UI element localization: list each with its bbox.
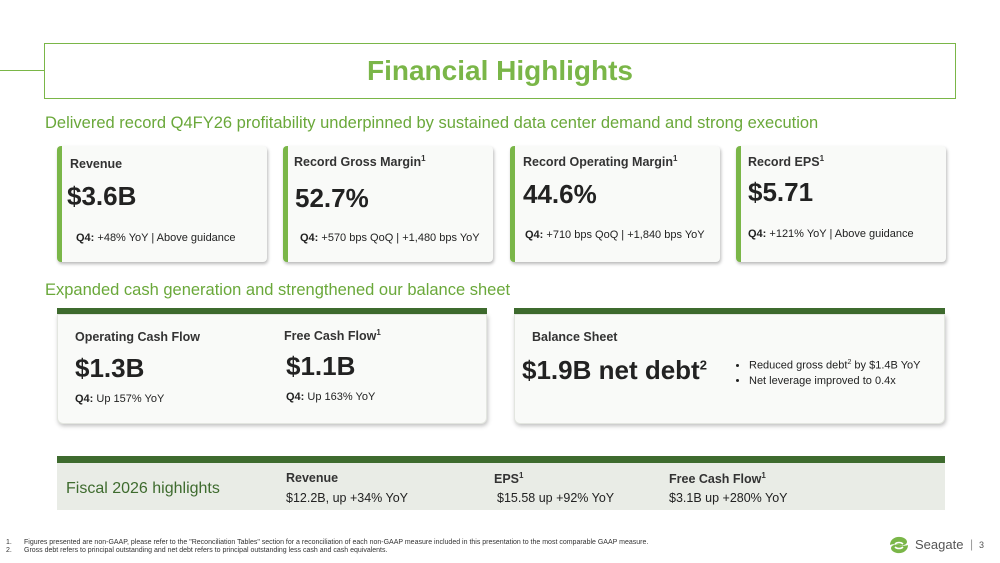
fy-fcf-value: $3.1B up +280% YoY [669, 491, 788, 505]
bullet-net-leverage: Net leverage improved to 0.4x [749, 374, 959, 389]
fy-eps-label: EPS1 [494, 471, 524, 487]
kpi-value: $3.6B [67, 181, 137, 211]
seagate-swirl-icon [886, 532, 912, 558]
ocf-value: $1.3B [75, 353, 145, 383]
footnote-2: 2. Gross debt refers to principal outstan… [6, 547, 388, 554]
brand-name: Seagate [915, 537, 964, 552]
kpi-value: 52.7% [295, 183, 369, 213]
footnotes: 1. Figures presented are non-GAAP, please… [6, 539, 876, 554]
title-box: Financial Highlights [44, 43, 956, 99]
kpi-label: Record Operating Margin1 [523, 154, 678, 170]
section-subtitle-cash: Expanded cash generation and strengthene… [45, 281, 511, 299]
fy-eps-value: $15.58 up +92% YoY [497, 491, 615, 505]
kpi-label: Record EPS1 [748, 154, 825, 170]
section-subtitle-profitability: Delivered record Q4FY26 profitability un… [45, 114, 819, 132]
kpi-card-eps: Record EPS1 $5.71 Q4: +121% YoY | Above … [736, 146, 946, 262]
kpi-note: Q4: +570 bps QoQ | +1,480 bps YoY [300, 232, 480, 244]
fy-fcf-label: Free Cash Flow1 [669, 471, 766, 487]
net-debt-value: $1.9B net debt2 [522, 355, 707, 385]
kpi-label: Revenue [70, 157, 123, 171]
fiscal-highlights-band: Fiscal 2026 highlights Revenue $12.2B, u… [57, 456, 945, 510]
bullet-gross-debt: Reduced gross debt2 by $1.4B YoY [749, 355, 959, 374]
balance-bullets: Reduced gross debt2 by $1.4B YoY Net lev… [733, 355, 959, 389]
page-title: Financial Highlights [366, 55, 633, 86]
fcf-value: $1.1B [286, 351, 356, 381]
ocf-note: Q4: Up 157% YoY [75, 393, 165, 405]
fcf-label: Free Cash Flow1 [284, 328, 381, 344]
panel-header-bar [514, 308, 945, 314]
footnote-1: 1. Figures presented are non-GAAP, please… [6, 539, 649, 546]
balance-label: Balance Sheet [532, 330, 618, 344]
kpi-card-gross-margin: Record Gross Margin1 52.7% Q4: +570 bps … [283, 146, 493, 262]
kpi-value: $5.71 [748, 177, 814, 207]
kpi-note: Q4: +48% YoY | Above guidance [76, 232, 236, 244]
balance-sheet-panel: Balance Sheet $1.9B net debt2 Reduced gr… [514, 308, 945, 424]
kpi-card-operating-margin: Record Operating Margin1 44.6% Q4: +710 … [510, 146, 720, 262]
separator: | [970, 537, 974, 551]
kpi-card-revenue: Revenue $3.6B Q4: +48% YoY | Above guida… [57, 146, 267, 262]
fy-revenue-value: $12.2B, up +34% YoY [286, 491, 408, 505]
kpi-label: Record Gross Margin1 [294, 154, 426, 170]
cash-flow-panel: Operating Cash Flow $1.3B Q4: Up 157% Yo… [57, 308, 487, 424]
page-number: 3 [979, 540, 985, 550]
title-accent-line [0, 70, 45, 71]
kpi-value: 44.6% [523, 179, 597, 209]
ocf-label: Operating Cash Flow [75, 330, 201, 344]
band-header-bar [57, 456, 945, 463]
kpi-note: Q4: +121% YoY | Above guidance [748, 228, 914, 240]
panel-header-bar [57, 308, 487, 314]
fcf-note: Q4: Up 163% YoY [286, 391, 376, 403]
kpi-note: Q4: +710 bps QoQ | +1,840 bps YoY [525, 229, 705, 241]
fy-revenue-label: Revenue [286, 471, 339, 485]
fiscal-title: Fiscal 2026 highlights [66, 480, 220, 497]
